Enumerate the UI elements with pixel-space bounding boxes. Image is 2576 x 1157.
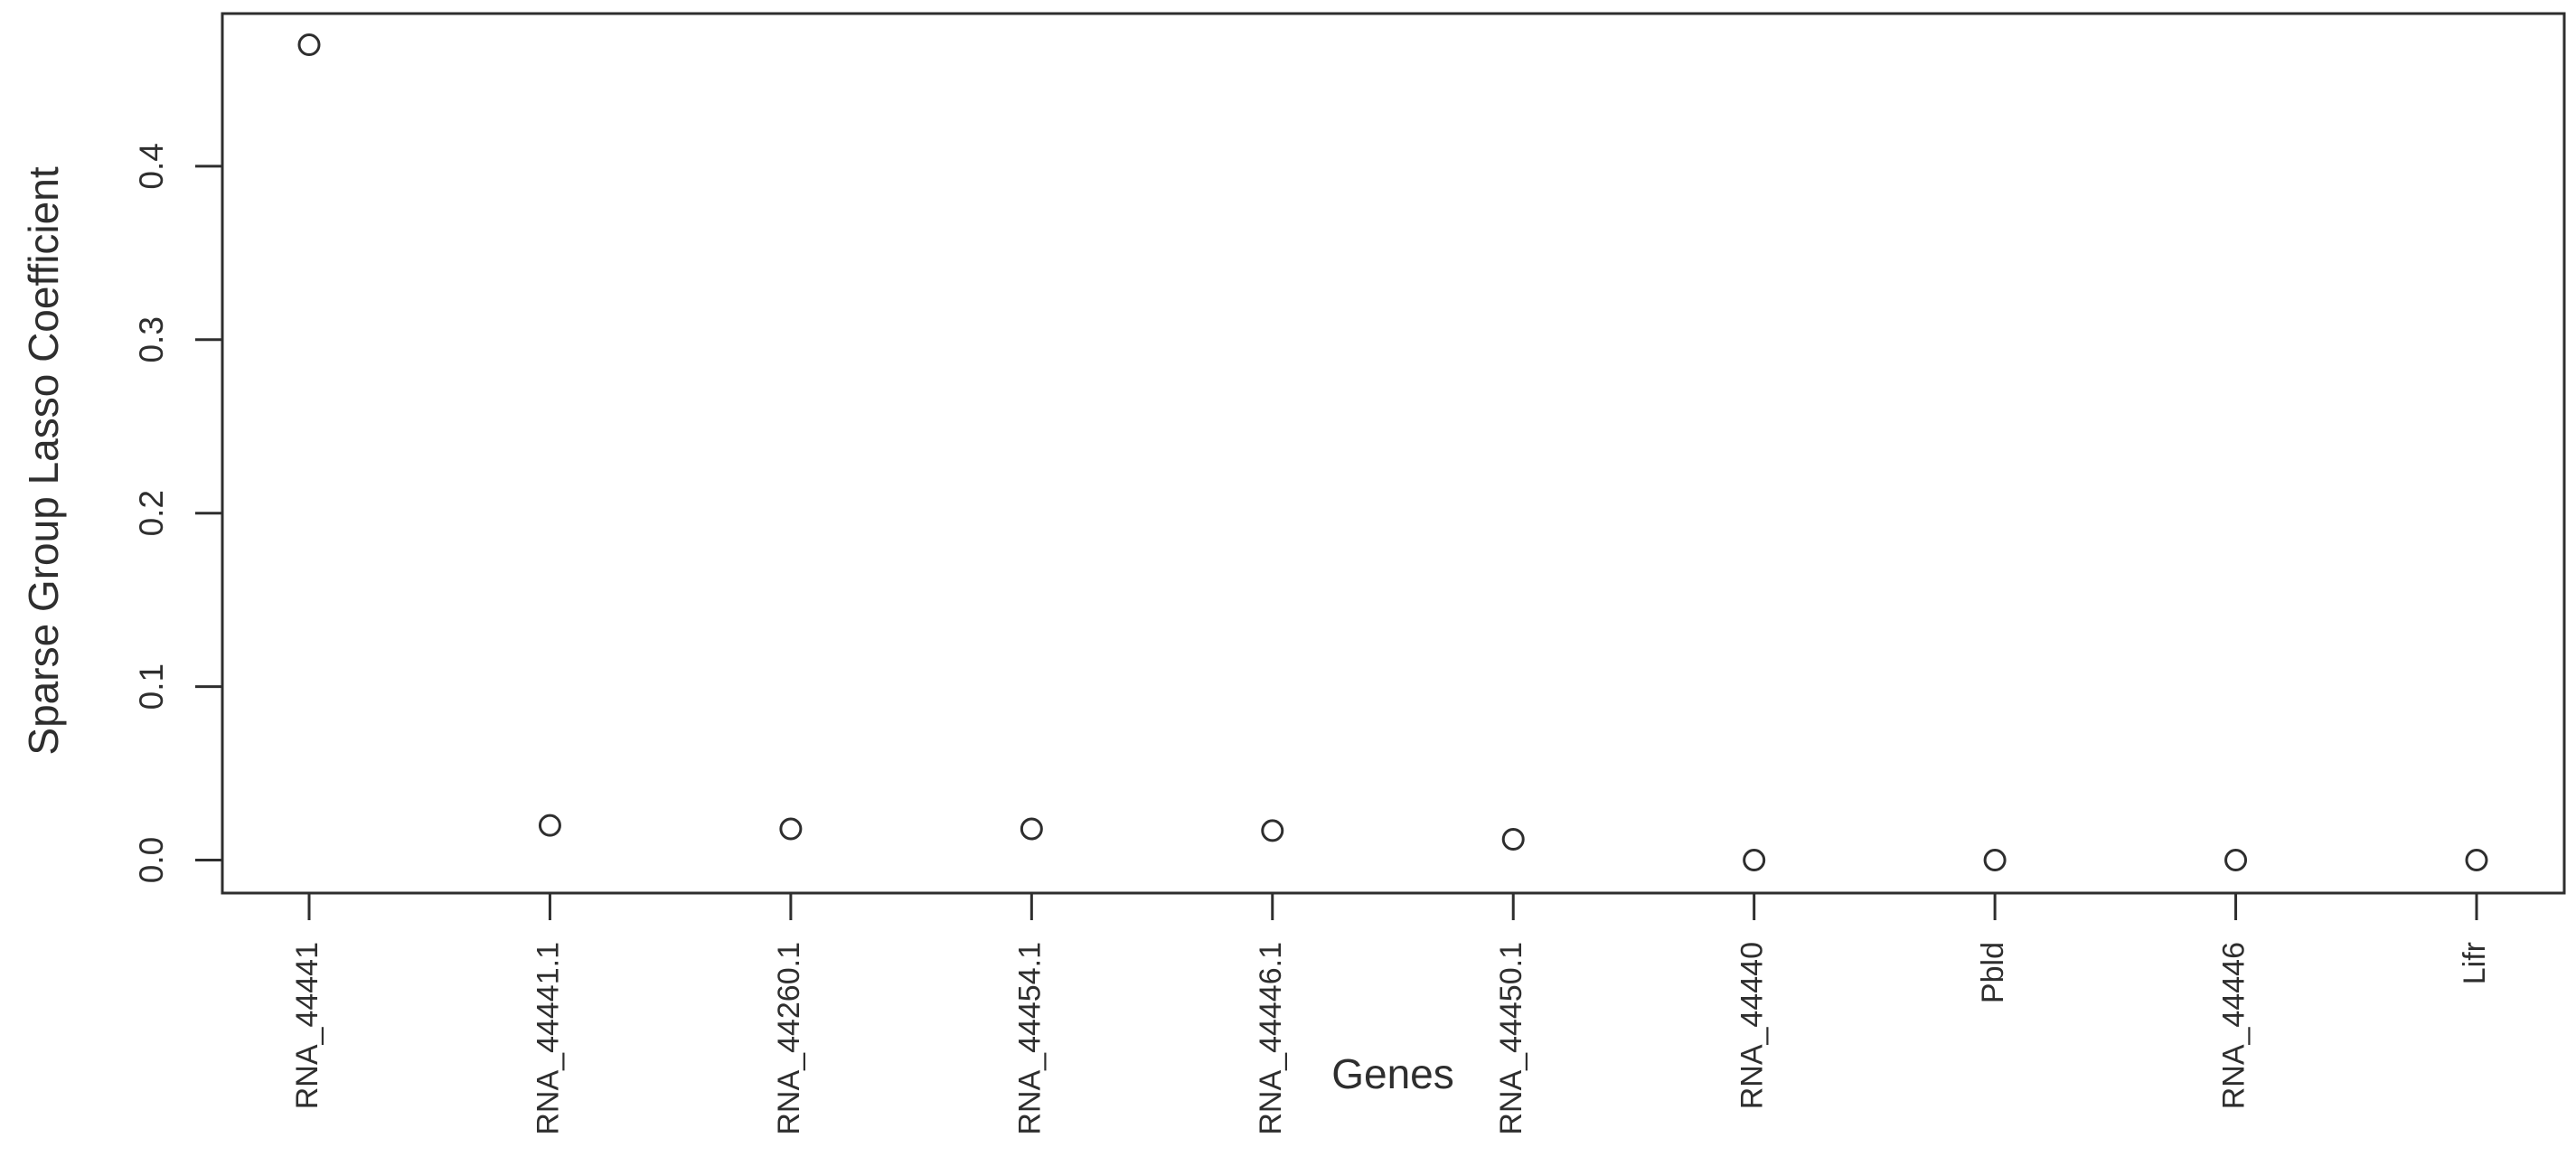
x-tick-label: RNA_44446.1 (1254, 942, 1288, 1135)
data-point-marker (297, 33, 321, 57)
data-point-marker (779, 817, 803, 841)
x-tick-label: RNA_44260.1 (772, 942, 806, 1135)
data-points (297, 33, 2488, 872)
x-axis-title: Genes (1331, 1050, 1454, 1097)
y-tick-label: 0.2 (133, 490, 170, 536)
x-tick-label: Lifr (2458, 942, 2492, 984)
x-axis: RNA_44441 RNA_44441.1 RNA_44260.1 RNA_44454… (290, 893, 2492, 1135)
plot-box (221, 12, 2566, 895)
data-point-marker (1261, 819, 1284, 842)
x-tick-label: RNA_44440 (1735, 942, 1770, 1109)
data-point-marker (1020, 817, 1043, 841)
x-tick-label: RNA_44441 (290, 942, 324, 1109)
y-axis: 0.0 0.1 0.2 0.3 0.4 (133, 143, 222, 883)
data-point-marker (1743, 849, 1766, 872)
x-tick-label: RNA_44450.1 (1494, 942, 1528, 1135)
x-tick-label: RNA_44441.1 (531, 942, 565, 1135)
y-axis-title: Sparse Group Lasso Coefficient (20, 166, 67, 755)
x-tick-label: RNA_44454.1 (1012, 942, 1047, 1135)
y-tick-label: 0.0 (133, 837, 170, 883)
data-point-marker (1501, 828, 1525, 851)
y-tick-label: 0.1 (133, 663, 170, 710)
data-point-marker (2224, 849, 2248, 872)
x-tick-label: Pbld (1976, 942, 2010, 1003)
data-point-marker (538, 814, 561, 837)
data-point-marker (2465, 849, 2488, 872)
data-point-marker (1983, 849, 2007, 872)
x-tick-label: RNA_44446 (2217, 942, 2252, 1109)
y-tick-label: 0.4 (133, 143, 170, 189)
y-tick-label: 0.3 (133, 316, 170, 362)
